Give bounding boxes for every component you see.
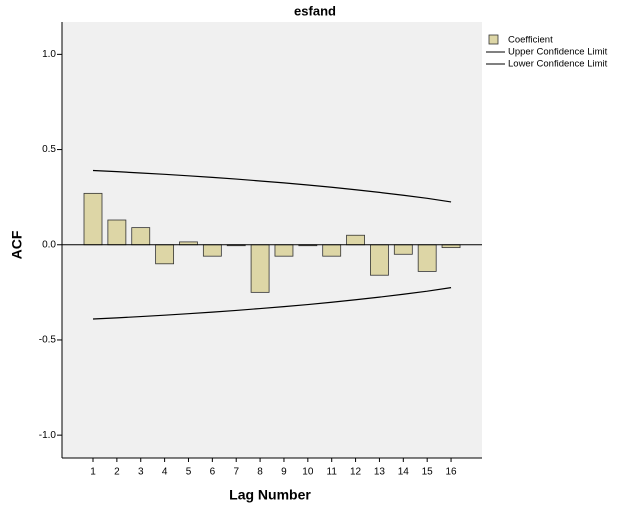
legend-label: Coefficient [508,35,553,46]
bar [322,244,342,257]
bar [250,244,270,293]
legend-swatch [488,34,499,45]
x-tick-label: 14 [398,467,410,478]
x-tick-label: 7 [233,467,239,478]
bar [107,219,127,246]
x-tick-label: 13 [374,467,386,478]
x-tick-label: 2 [114,467,120,478]
bar [83,192,103,246]
x-tick-label: 5 [186,467,192,478]
confidence-line [92,287,452,320]
legend-label: Upper Confidence Limit [508,47,608,58]
legend-label: Lower Confidence Limit [508,59,608,70]
y-tick-label: 0.0 [42,239,56,250]
x-tick-label: 15 [422,467,434,478]
x-axis-label: Lag Number [229,487,311,503]
bar [131,227,151,246]
bar [417,244,437,272]
y-axis-label: ACF [9,230,25,259]
bar [393,244,413,255]
x-tick-label: 4 [162,467,168,478]
bar [274,244,294,257]
x-tick-label: 11 [327,467,338,478]
x-tick-label: 1 [90,467,96,478]
bar [370,244,389,276]
chart-title: esfand [294,3,336,18]
y-tick-label: 1.0 [42,49,56,60]
x-tick-label: 3 [138,467,144,478]
confidence-line [92,169,452,203]
x-tick-label: 10 [302,467,314,478]
y-tick-label: 0.5 [42,144,56,155]
x-tick-label: 6 [210,467,216,478]
x-tick-label: 8 [257,467,263,478]
y-tick-label: -1.0 [39,430,57,441]
x-tick-label: 12 [350,467,362,478]
x-tick-label: 16 [445,467,457,478]
bar [155,244,175,265]
bar [346,234,365,246]
y-tick-label: -0.5 [39,335,57,346]
bar [202,244,222,257]
x-tick-label: 9 [281,467,287,478]
